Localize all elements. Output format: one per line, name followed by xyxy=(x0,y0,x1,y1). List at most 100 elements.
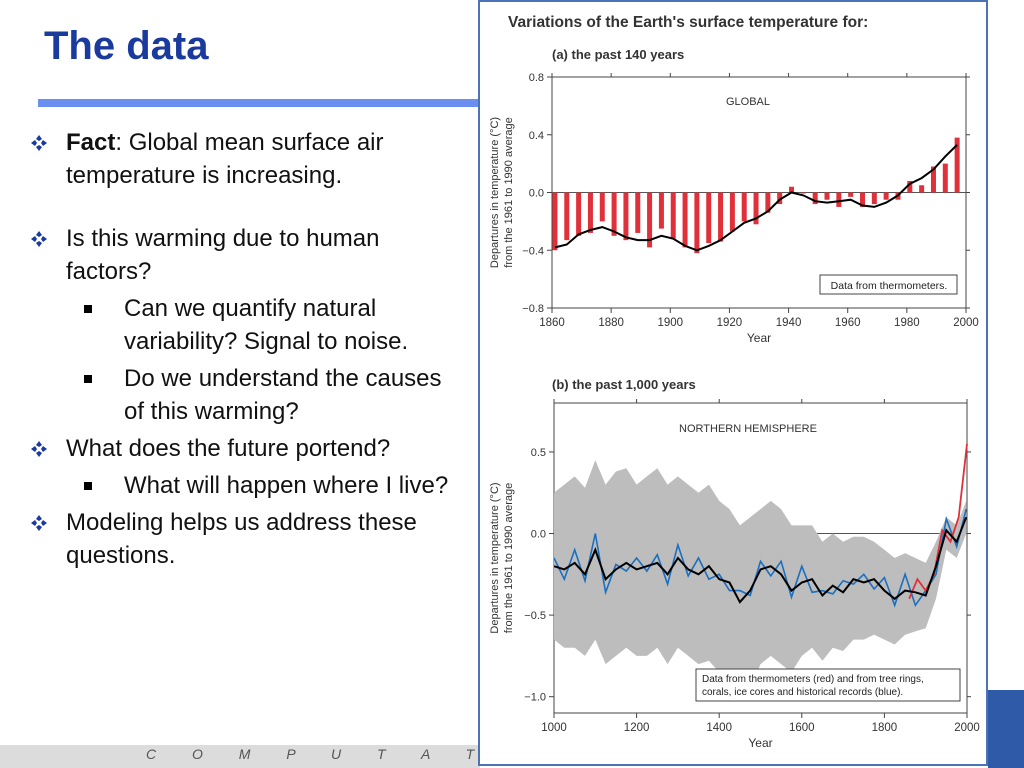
temperature-bar xyxy=(860,192,865,207)
sub-bullet-natural-variability: Can we quantify natural variability? Sig… xyxy=(30,292,460,358)
causes-text: Do we understand the causes of this warm… xyxy=(124,365,442,425)
panel-title: (a) the past 140 years xyxy=(552,47,684,62)
x-tick-label: 1860 xyxy=(539,317,565,329)
fact-text: : Global mean surface air temperature is… xyxy=(66,129,384,189)
diamond-bullet-icon xyxy=(31,231,47,247)
sub-bullet-where-i-live: What will happen where I live? xyxy=(30,469,460,502)
temperature-bar xyxy=(765,192,771,213)
human-factors-text: Is this warming due to human factors? xyxy=(66,225,380,285)
x-tick-label: 2000 xyxy=(953,317,979,329)
temperature-bar xyxy=(599,192,605,222)
square-bullet-icon xyxy=(84,482,92,490)
where-i-live-text: What will happen where I live? xyxy=(124,472,449,499)
temperature-bar xyxy=(789,186,795,193)
square-bullet-icon xyxy=(84,375,92,383)
y-tick-label: −0.5 xyxy=(524,610,546,622)
temperature-bar xyxy=(635,192,641,233)
temperature-bar xyxy=(576,192,582,236)
bullet-modeling: Modeling helps us address these question… xyxy=(30,506,460,572)
temperature-bar xyxy=(871,192,877,205)
x-tick-label: 1920 xyxy=(717,317,743,329)
y-tick-label: 0.8 xyxy=(529,72,544,84)
natural-variability-text: Can we quantify natural variability? Sig… xyxy=(124,295,409,355)
temperature-bar xyxy=(564,192,570,241)
x-tick-label: 1600 xyxy=(789,722,815,734)
y-axis-label: Departures in temperature (°C) xyxy=(489,482,501,633)
diamond-bullet-icon xyxy=(31,135,47,151)
smoothed-line xyxy=(553,516,968,604)
smoothed-line xyxy=(554,144,958,252)
note-box xyxy=(695,668,961,702)
logo-corner-icon xyxy=(988,690,1024,768)
bullet-future: What does the future portend? xyxy=(30,432,460,465)
temperature-bar xyxy=(836,192,842,207)
x-tick-label: 1800 xyxy=(872,722,898,734)
fact-label: Fact xyxy=(66,129,116,156)
panel-b: (b) the past 1,000 years NORTHERN HEMISPH… xyxy=(489,377,980,750)
future-text: What does the future portend? xyxy=(66,435,391,462)
panel-a: (a) the past 140 years GLOBAL Data from th… xyxy=(489,47,979,345)
region-label: NORTHERN HEMISPHERE xyxy=(679,423,817,435)
temperature-bar xyxy=(942,163,948,193)
note-text: Data from thermometers (red) and from tr… xyxy=(702,674,924,685)
title-underline xyxy=(38,99,478,107)
y-tick-label: 0.4 xyxy=(529,130,544,142)
bullet-human-factors: Is this warming due to human factors? xyxy=(30,222,460,288)
temperature-bar xyxy=(753,192,759,225)
temperature-bar xyxy=(647,192,653,248)
note-text: Data from thermometers. xyxy=(831,280,948,292)
temperature-bar xyxy=(694,192,700,254)
y-tick-label: −1.0 xyxy=(524,692,546,704)
temperature-bar xyxy=(670,192,676,239)
temperature-bar xyxy=(812,192,818,205)
temperature-bar xyxy=(587,192,593,233)
x-tick-label: 1940 xyxy=(776,317,802,329)
temperature-bar xyxy=(883,192,889,200)
note-text: corals, ice cores and historical records… xyxy=(702,687,903,698)
y-tick-label: −0.4 xyxy=(522,245,544,257)
footer-band xyxy=(0,745,480,768)
y-tick-label: 0.0 xyxy=(531,529,546,541)
diamond-bullet-icon xyxy=(31,515,47,531)
x-tick-label: 1000 xyxy=(541,722,567,734)
y-tick-label: 0.0 xyxy=(529,188,544,200)
x-tick-label: 1200 xyxy=(624,722,650,734)
temperature-bar xyxy=(729,192,735,232)
x-tick-label: 1880 xyxy=(598,317,624,329)
temperature-figure: Variations of the Earth's surface temper… xyxy=(478,0,988,766)
temperature-bar xyxy=(919,185,925,193)
temperature-bar xyxy=(777,192,783,205)
temperature-bar xyxy=(682,192,688,248)
note-box xyxy=(819,274,958,295)
y-axis-label: from the 1961 to 1990 average xyxy=(503,117,515,267)
figure-heading: Variations of the Earth's surface temper… xyxy=(508,14,868,31)
y-tick-label: 0.5 xyxy=(531,447,546,459)
temperature-bar xyxy=(552,192,558,251)
temperature-bar xyxy=(706,192,712,244)
temperature-bar xyxy=(623,192,629,241)
temperature-bar xyxy=(658,192,664,229)
temperature-bar xyxy=(930,166,936,193)
temperature-bar xyxy=(718,192,724,242)
x-axis-label: Year xyxy=(747,331,771,345)
x-tick-label: 1900 xyxy=(657,317,683,329)
temperature-bar xyxy=(800,192,806,194)
bullet-list: Fact: Global mean surface air temperatur… xyxy=(30,126,460,576)
thermometer-series-line xyxy=(908,443,968,600)
y-tick-label: −0.8 xyxy=(522,303,544,315)
x-tick-label: 1960 xyxy=(835,317,861,329)
temperature-bar xyxy=(907,180,913,193)
panel-title: (b) the past 1,000 years xyxy=(552,377,696,392)
y-axis-label: from the 1961 to 1990 average xyxy=(503,483,515,633)
temperature-bar xyxy=(741,192,747,222)
y-axis-label: Departures in temperature (°C) xyxy=(489,117,501,268)
x-tick-label: 2000 xyxy=(954,722,980,734)
square-bullet-icon xyxy=(84,305,92,313)
region-label: GLOBAL xyxy=(726,96,770,108)
uncertainty-band xyxy=(554,460,967,697)
temperature-bar xyxy=(954,137,960,193)
temperature-bar xyxy=(848,192,854,197)
x-tick-label: 1400 xyxy=(706,722,732,734)
diamond-bullet-icon xyxy=(31,441,47,457)
modeling-text: Modeling helps us address these question… xyxy=(66,509,417,569)
